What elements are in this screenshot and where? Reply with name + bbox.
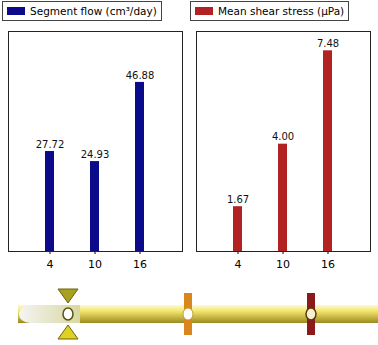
html-text:Mean shear stress (μPa): Mean shear stress (μPa) [218,5,345,17]
html-text:Segment flow (cm³/day): Segment flow (cm³/day) [30,5,157,17]
svg-text:7.48: 7.48 [317,38,339,49]
svg-text:16: 16 [321,258,335,271]
svg-text:10: 10 [88,258,102,271]
svg-text:4: 4 [235,258,242,271]
svg-text:46.88: 46.88 [126,70,155,81]
svg-text:4: 4 [47,258,54,271]
svg-text:24.93: 24.93 [81,149,110,160]
svg-text:4.00: 4.00 [272,131,294,142]
svg-text:1.67: 1.67 [227,194,249,205]
svg-text:10: 10 [276,258,290,271]
svg-text:27.72: 27.72 [36,139,65,150]
svg-text:16: 16 [133,258,147,271]
